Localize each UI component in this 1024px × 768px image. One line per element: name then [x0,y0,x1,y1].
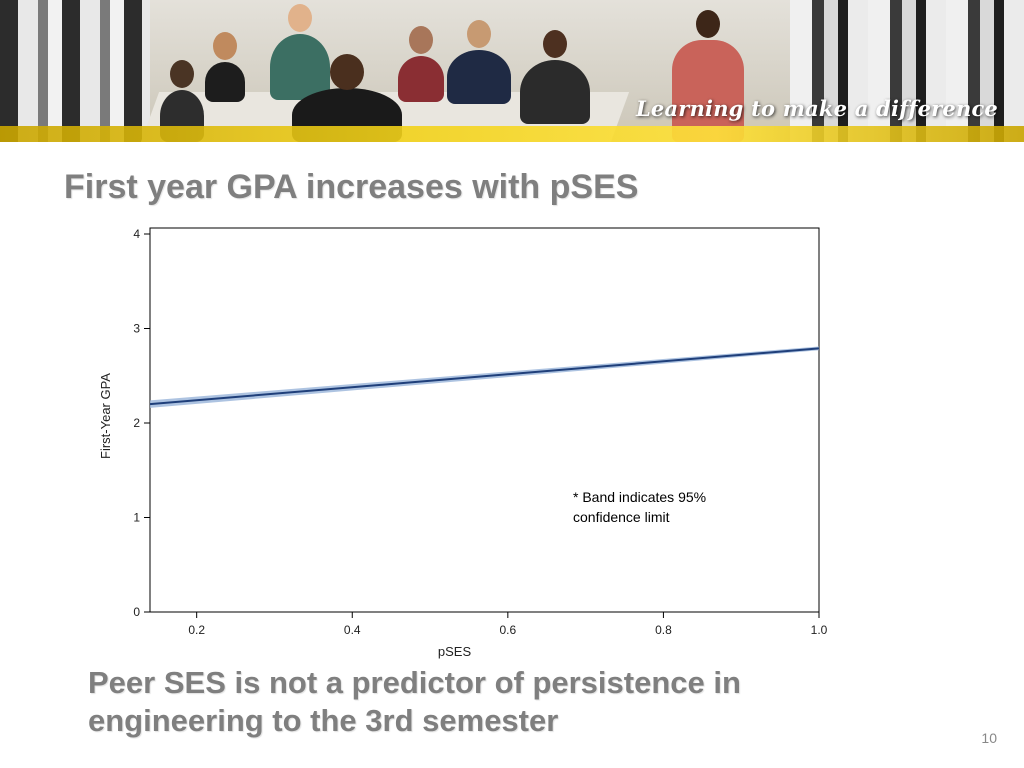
x-tick-label: 0.8 [655,623,672,637]
x-tick-label: 1.0 [811,623,828,637]
conclusion-text: Peer SES is not a predictor of persisten… [88,665,741,738]
x-axis-title: pSES [438,644,472,659]
y-tick-label: 2 [133,416,140,430]
confidence-note: * Band indicates 95% confidence limit [573,489,707,525]
header-banner: Learning to make a difference [0,0,1024,142]
chart-canvas: 0 1 2 3 4 0.2 0.4 0.6 0.8 1.0 pSES First-Year GPA [98,227,828,659]
banner-photo-person [447,20,511,104]
gpa-chart: 0 1 2 3 4 0.2 0.4 0.6 0.8 1.0 pSES First-Year GPA *… [88,220,838,665]
x-tick-label: 0.6 [499,623,516,637]
gpa-fit-line [149,347,820,406]
x-tick-label: 0.2 [188,623,205,637]
slide-number: 10 [981,730,997,746]
banner-gold-band [0,126,1024,142]
banner-left-pattern [0,0,150,142]
banner-photo-person [520,30,590,124]
x-tick-label: 0.4 [344,623,361,637]
y-tick-label: 3 [133,322,140,336]
y-tick-label: 4 [133,227,140,241]
banner-right-pattern [790,0,1024,142]
banner-photo-person [398,26,444,102]
banner-photo-person [270,4,330,100]
y-tick-label: 0 [133,605,140,619]
banner-photo-person [672,10,744,142]
y-tick-label: 1 [133,511,140,525]
slide-title: First year GPA increases with pSES [64,168,639,206]
plot-frame [149,227,820,613]
y-axis-title: First-Year GPA [98,373,113,459]
banner-tagline: Learning to make a difference [635,96,998,121]
banner-photo-person [205,32,245,102]
